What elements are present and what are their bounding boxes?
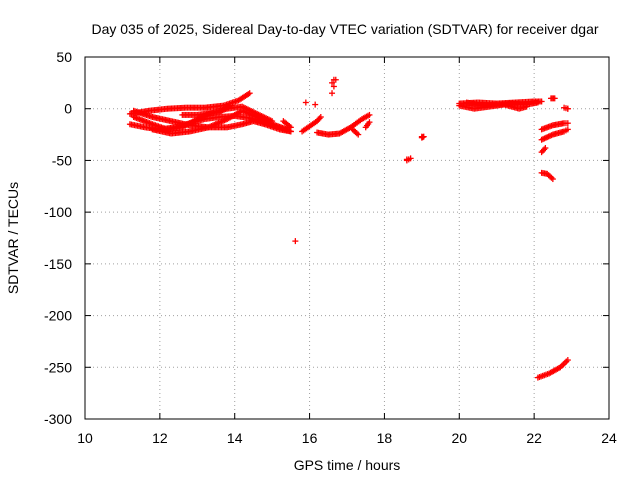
data-point bbox=[564, 105, 571, 112]
data-point bbox=[534, 99, 541, 106]
y-tick-label: 50 bbox=[56, 49, 72, 65]
x-tick-label: 18 bbox=[377, 430, 393, 446]
x-tick-label: 16 bbox=[302, 430, 318, 446]
plot-frame bbox=[84, 56, 610, 420]
y-tick-label: -200 bbox=[44, 308, 72, 324]
data-point bbox=[564, 120, 571, 127]
y-tick-label: 0 bbox=[64, 101, 72, 117]
data-point bbox=[403, 156, 410, 163]
x-tick-label: 22 bbox=[526, 430, 542, 446]
y-tick-labels: 50 0 -50 -100 -150 -200 -250 -300 bbox=[44, 49, 72, 427]
data-point bbox=[418, 133, 425, 140]
data-point bbox=[317, 113, 324, 120]
data-point bbox=[549, 176, 556, 183]
data-point bbox=[551, 95, 558, 102]
y-tick-label: -50 bbox=[52, 152, 72, 168]
data-point bbox=[302, 99, 309, 106]
data-points bbox=[126, 76, 571, 381]
y-tick-label: -100 bbox=[44, 204, 72, 220]
data-point bbox=[366, 111, 373, 118]
data-point bbox=[330, 83, 337, 90]
x-tick-label: 12 bbox=[152, 430, 168, 446]
data-point bbox=[564, 126, 571, 133]
data-point bbox=[538, 98, 545, 105]
x-tick-label: 20 bbox=[451, 430, 467, 446]
data-point bbox=[287, 124, 294, 131]
data-point bbox=[329, 79, 336, 86]
y-tick-label: -300 bbox=[44, 411, 72, 427]
chart-title: Day 035 of 2025, Sidereal Day-to-day VTE… bbox=[91, 21, 598, 37]
data-point bbox=[329, 90, 336, 97]
data-point bbox=[366, 119, 373, 126]
data-point bbox=[407, 155, 414, 162]
y-tick-label: -250 bbox=[44, 359, 72, 375]
x-tick-labels: 10 12 14 16 18 20 22 24 bbox=[77, 430, 617, 446]
data-point bbox=[284, 126, 291, 133]
y-axis-label: SDTVAR / TECUs bbox=[5, 182, 21, 294]
x-tick-label: 10 bbox=[77, 430, 93, 446]
x-axis-label: GPS time / hours bbox=[294, 457, 401, 473]
data-point bbox=[330, 76, 337, 83]
data-point bbox=[542, 145, 549, 152]
x-tick-label: 14 bbox=[227, 430, 243, 446]
data-point bbox=[355, 131, 362, 138]
data-point bbox=[269, 118, 276, 125]
data-point bbox=[564, 357, 571, 364]
y-tick-label: -150 bbox=[44, 256, 72, 272]
data-point bbox=[312, 101, 319, 108]
x-tick-label: 24 bbox=[601, 430, 617, 446]
data-point bbox=[292, 238, 299, 245]
data-point bbox=[246, 90, 253, 97]
